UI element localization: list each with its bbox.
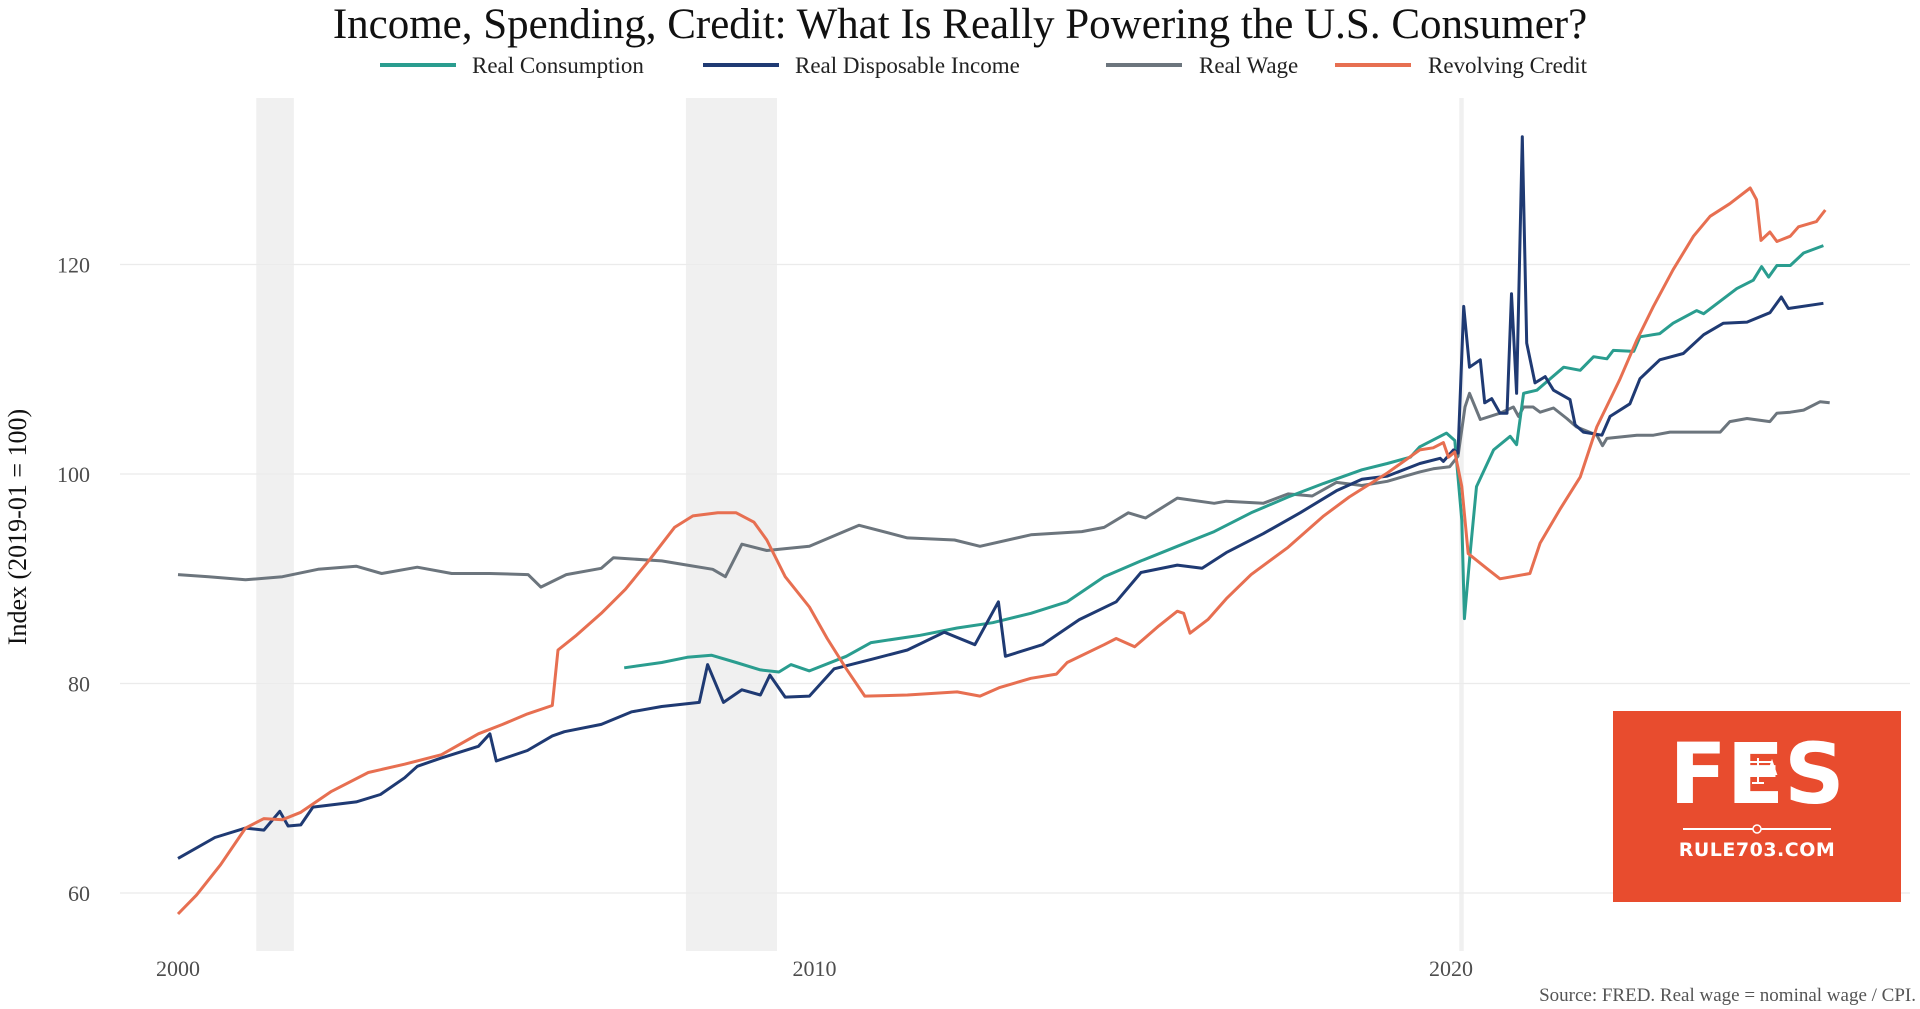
legend-label: Real Wage xyxy=(1199,53,1298,78)
series-line-real-consumption xyxy=(623,244,1824,674)
scales-icon xyxy=(1738,758,1778,784)
legend-label: Revolving Credit xyxy=(1428,53,1588,78)
series-lines xyxy=(176,135,1830,916)
series-line-revolving-credit xyxy=(176,186,1827,916)
legend-label: Real Consumption xyxy=(472,53,644,78)
series-line-real-wage xyxy=(177,391,1830,589)
series-line-real-disposable-income xyxy=(177,135,1824,860)
y-tick-label: 100 xyxy=(57,462,90,487)
legend-item: Revolving Credit xyxy=(1335,53,1588,78)
logo-url: RULE703.COM xyxy=(1679,839,1836,861)
x-tick-label: 2000 xyxy=(156,956,200,981)
shaded-period xyxy=(256,98,294,951)
x-tick-label: 2020 xyxy=(1429,956,1473,981)
legend-item: Real Wage xyxy=(1106,53,1298,78)
shaded-period xyxy=(685,98,777,951)
source-note: Source: FRED. Real wage = nominal wage /… xyxy=(1539,985,1916,1006)
check-icon xyxy=(1752,824,1762,834)
legend-item: Real Disposable Income xyxy=(703,53,1020,78)
legend: Real Consumption Real Disposable Income Re… xyxy=(380,53,1588,78)
logo: FES RULE703.COM xyxy=(1613,711,1901,902)
legend-item: Real Consumption xyxy=(380,53,644,78)
legend-label: Real Disposable Income xyxy=(795,53,1020,78)
y-axis-label: Index (2019-01 = 100) xyxy=(3,409,32,645)
logo-background xyxy=(1613,711,1901,902)
y-tick-label: 80 xyxy=(68,672,90,697)
y-tick-label: 120 xyxy=(57,253,90,278)
x-tick-label: 2010 xyxy=(793,956,837,981)
y-tick-label: 60 xyxy=(68,881,90,906)
x-axis-ticks: 2000 2010 2020 xyxy=(156,956,1473,981)
chart-title: Income, Spending, Credit: What Is Really… xyxy=(333,1,1587,48)
y-axis-ticks: 60 80 100 120 xyxy=(57,253,90,907)
